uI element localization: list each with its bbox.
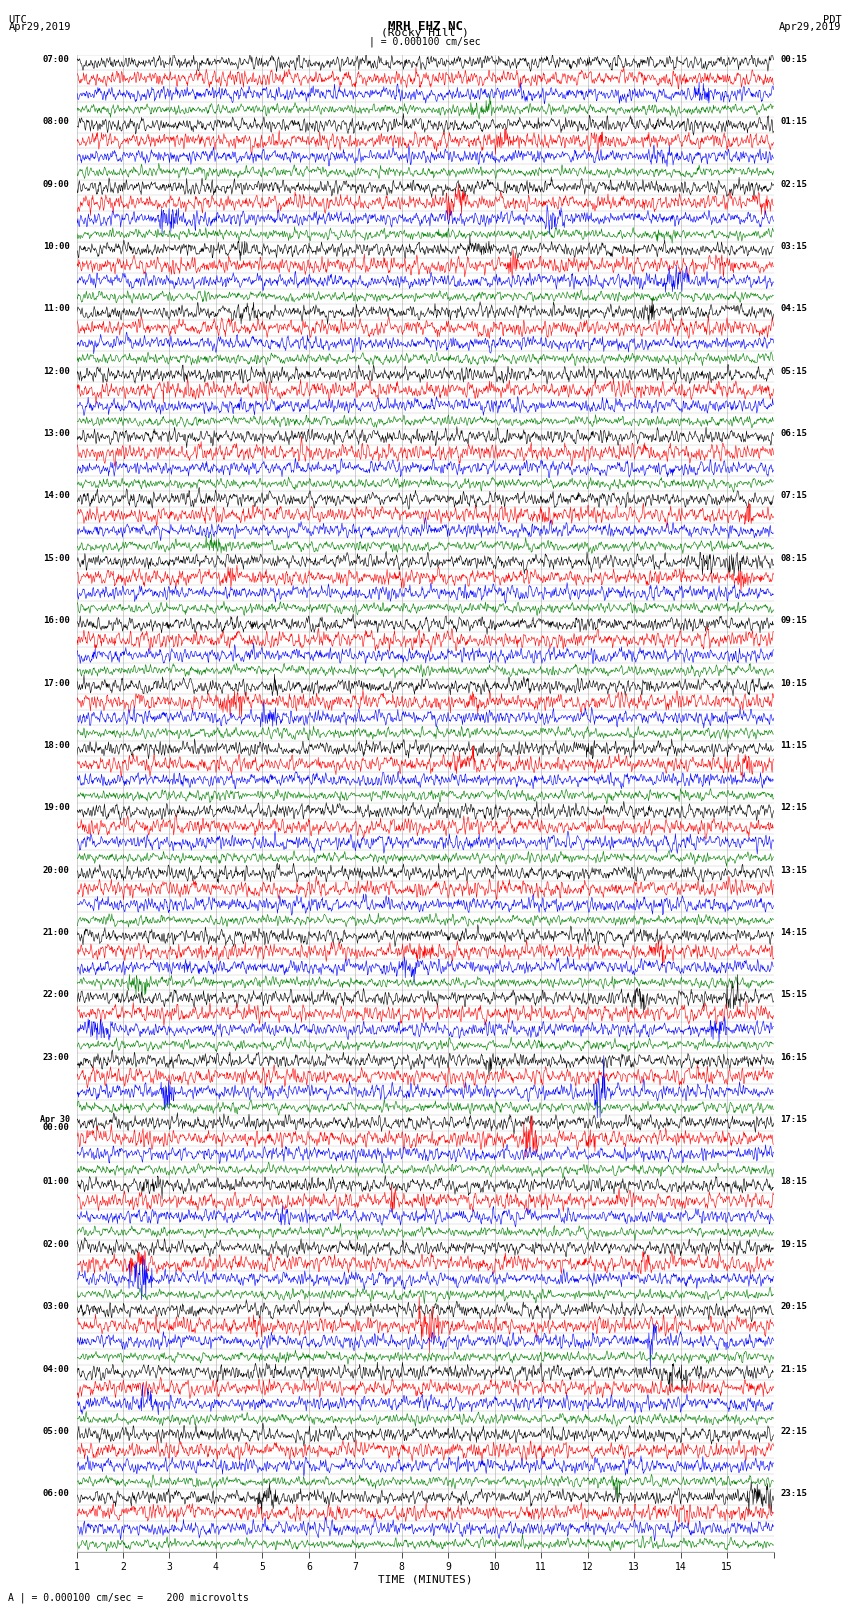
Text: Apr29,2019: Apr29,2019 xyxy=(8,23,71,32)
Text: 12:00: 12:00 xyxy=(42,366,70,376)
Text: 04:00: 04:00 xyxy=(42,1365,70,1374)
Text: A | = 0.000100 cm/sec =    200 microvolts: A | = 0.000100 cm/sec = 200 microvolts xyxy=(8,1592,249,1603)
X-axis label: TIME (MINUTES): TIME (MINUTES) xyxy=(377,1574,473,1586)
Text: 11:15: 11:15 xyxy=(780,740,808,750)
Text: 03:15: 03:15 xyxy=(780,242,808,252)
Text: 22:15: 22:15 xyxy=(780,1428,808,1436)
Text: 00:15: 00:15 xyxy=(780,55,808,65)
Text: 21:00: 21:00 xyxy=(42,927,70,937)
Text: 16:15: 16:15 xyxy=(780,1053,808,1061)
Text: 21:15: 21:15 xyxy=(780,1365,808,1374)
Text: 10:15: 10:15 xyxy=(780,679,808,687)
Text: 12:15: 12:15 xyxy=(780,803,808,813)
Text: MRH EHZ NC: MRH EHZ NC xyxy=(388,19,462,34)
Text: 02:00: 02:00 xyxy=(42,1240,70,1248)
Text: 20:00: 20:00 xyxy=(42,866,70,874)
Text: 05:00: 05:00 xyxy=(42,1428,70,1436)
Text: 17:00: 17:00 xyxy=(42,679,70,687)
Text: 00:00: 00:00 xyxy=(42,1123,70,1132)
Text: 01:00: 01:00 xyxy=(42,1177,70,1187)
Text: 22:00: 22:00 xyxy=(42,990,70,1000)
Text: 09:15: 09:15 xyxy=(780,616,808,626)
Text: (Rocky Hill ): (Rocky Hill ) xyxy=(381,29,469,39)
Text: 07:15: 07:15 xyxy=(780,492,808,500)
Text: 09:00: 09:00 xyxy=(42,179,70,189)
Text: UTC: UTC xyxy=(8,16,27,26)
Text: 02:15: 02:15 xyxy=(780,179,808,189)
Text: 23:00: 23:00 xyxy=(42,1053,70,1061)
Text: 06:15: 06:15 xyxy=(780,429,808,439)
Text: | = 0.000100 cm/sec: | = 0.000100 cm/sec xyxy=(369,37,481,47)
Text: 20:15: 20:15 xyxy=(780,1302,808,1311)
Text: Apr 30: Apr 30 xyxy=(40,1115,70,1124)
Text: 17:15: 17:15 xyxy=(780,1115,808,1124)
Text: 23:15: 23:15 xyxy=(780,1489,808,1498)
Text: 14:15: 14:15 xyxy=(780,927,808,937)
Text: 18:00: 18:00 xyxy=(42,740,70,750)
Text: 15:00: 15:00 xyxy=(42,553,70,563)
Text: 13:15: 13:15 xyxy=(780,866,808,874)
Text: 14:00: 14:00 xyxy=(42,492,70,500)
Text: 13:00: 13:00 xyxy=(42,429,70,439)
Text: 10:00: 10:00 xyxy=(42,242,70,252)
Text: 18:15: 18:15 xyxy=(780,1177,808,1187)
Text: 08:15: 08:15 xyxy=(780,553,808,563)
Text: 16:00: 16:00 xyxy=(42,616,70,626)
Text: 01:15: 01:15 xyxy=(780,118,808,126)
Text: 06:00: 06:00 xyxy=(42,1489,70,1498)
Text: 19:15: 19:15 xyxy=(780,1240,808,1248)
Text: 11:00: 11:00 xyxy=(42,305,70,313)
Text: 04:15: 04:15 xyxy=(780,305,808,313)
Text: PDT: PDT xyxy=(823,16,842,26)
Text: 19:00: 19:00 xyxy=(42,803,70,813)
Text: 15:15: 15:15 xyxy=(780,990,808,1000)
Text: 08:00: 08:00 xyxy=(42,118,70,126)
Text: 03:00: 03:00 xyxy=(42,1302,70,1311)
Text: 07:00: 07:00 xyxy=(42,55,70,65)
Text: 05:15: 05:15 xyxy=(780,366,808,376)
Text: Apr29,2019: Apr29,2019 xyxy=(779,23,842,32)
